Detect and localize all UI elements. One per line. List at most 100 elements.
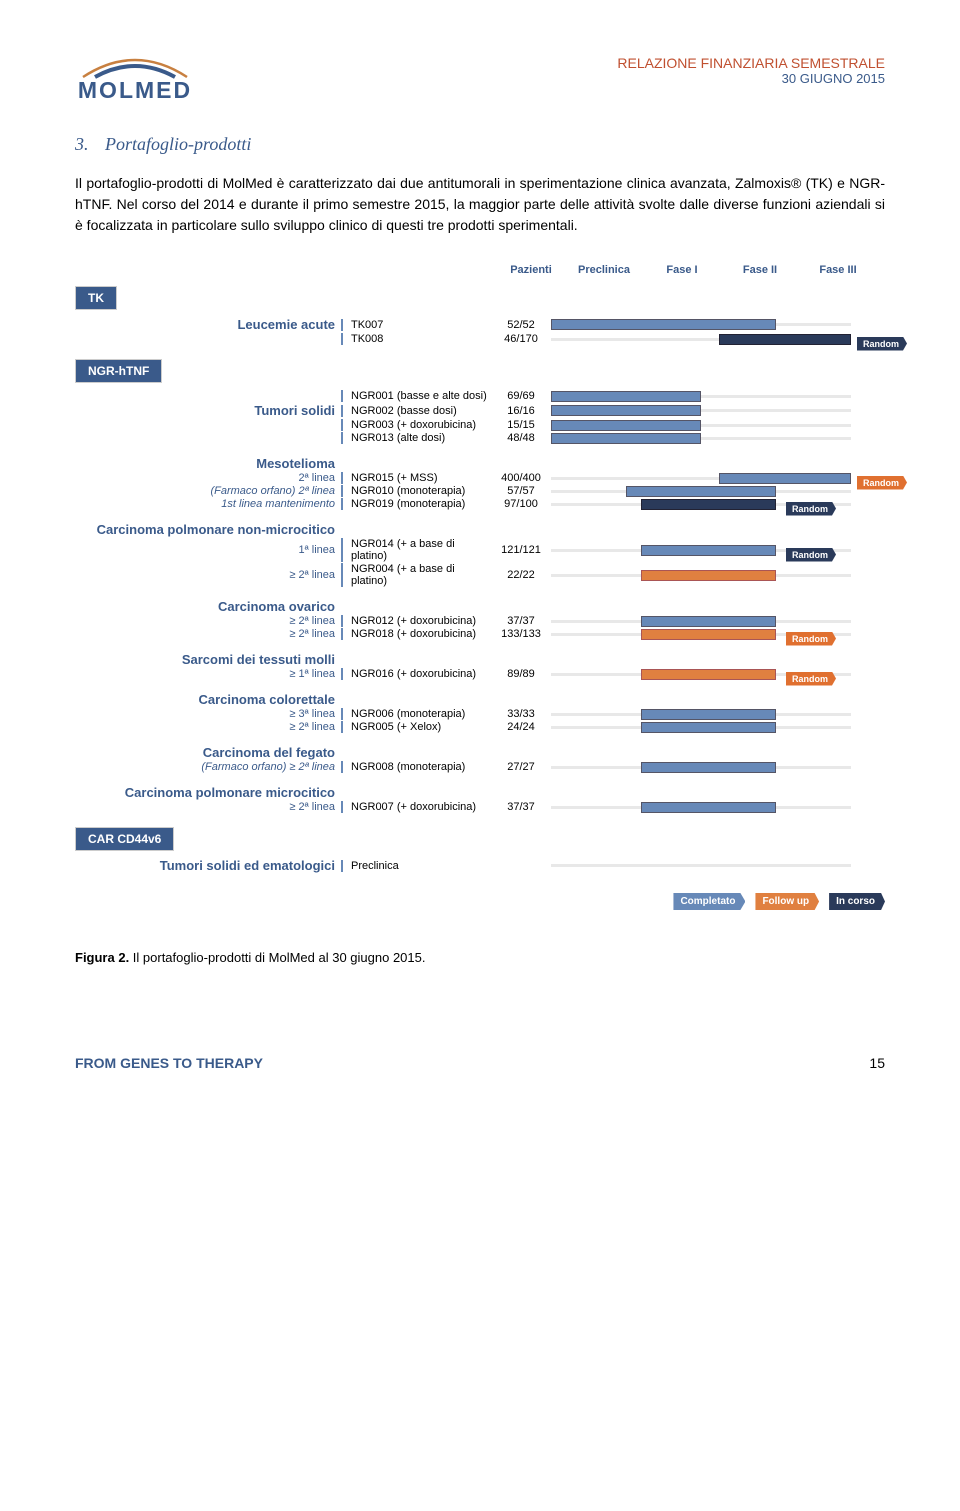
- trial-row: Tumori solidi NGR002 (basse dosi)16/16: [75, 403, 885, 418]
- phase-bars: [551, 766, 851, 769]
- trial-row: (Farmaco orfano) 2ª linea NGR010 (monoter…: [75, 485, 885, 497]
- phase-bars: Random: [551, 549, 851, 552]
- page-footer: FROM GENES TO THERAPY 15: [75, 1055, 885, 1071]
- legend-ongoing: In corso: [829, 893, 885, 910]
- trial-row: 1st linea mantenimento NGR019 (monoterapi…: [75, 498, 885, 510]
- trial-row: 1ª lineaNGR014 (+ a base di platino)121/…: [75, 538, 885, 562]
- phase-bar: [641, 802, 776, 813]
- phase-bar: [641, 545, 776, 556]
- phase-bars: [551, 713, 851, 716]
- patient-count: 37/37: [491, 615, 551, 627]
- product-tag: NGR-hTNF: [75, 359, 162, 383]
- figure-caption: Figura 2. Il portafoglio-prodotti di Mol…: [75, 950, 885, 965]
- patient-count: 97/100: [491, 498, 551, 510]
- caption-text: Il portafoglio-prodotti di MolMed al 30 …: [129, 950, 425, 965]
- sub-indication: ≥ 2ª linea: [75, 628, 335, 640]
- sub-indication: ≥ 3ª linea: [75, 708, 335, 720]
- indication-label: Carcinoma ovarico: [75, 599, 335, 614]
- page-header: MOLMED RELAZIONE FINANZIARIA SEMESTRALE …: [75, 55, 885, 104]
- trial-code: TK008: [341, 333, 491, 345]
- phase-bars: [551, 726, 851, 729]
- sub-indication: ≥ 2ª linea: [75, 721, 335, 733]
- logo-text: MOLMED: [78, 77, 192, 104]
- row-left: ≥ 2ª linea: [75, 569, 335, 581]
- trial-code: NGR014 (+ a base di platino): [341, 538, 491, 562]
- trial-code: NGR003 (+ doxorubicina): [341, 419, 491, 431]
- indication-label: Carcinoma colorettale: [75, 692, 335, 707]
- phase-bar: [641, 616, 776, 627]
- patient-count: 48/48: [491, 432, 551, 444]
- phase-bars: [551, 424, 851, 427]
- header-date: 30 GIUGNO 2015: [617, 71, 885, 86]
- phase-bar: [626, 486, 776, 497]
- col-preclinic: Preclinica: [569, 264, 639, 276]
- col-patients: Pazienti: [501, 264, 561, 276]
- pipeline-chart: Pazienti Preclinica Fase I Fase II Fase …: [75, 264, 885, 910]
- phase-bar: [551, 420, 701, 431]
- random-tag: Random: [786, 672, 836, 686]
- indication-group: Mesotelioma2ª lineaNGR015 (+ MSS)400/400…: [75, 456, 885, 510]
- indication-label: Carcinoma polmonare non-microcitico: [75, 522, 335, 537]
- indication-group: Carcinoma polmonare non-microcitico1ª li…: [75, 522, 885, 587]
- patient-count: 16/16: [491, 405, 551, 417]
- intro-paragraph: Il portafoglio-prodotti di MolMed è cara…: [75, 173, 885, 236]
- row-left: ≥ 1ª linea: [75, 668, 335, 680]
- patient-count: 46/170: [491, 333, 551, 345]
- trial-row: Leucemie acuteTK00752/52: [75, 317, 885, 332]
- trial-row: (Farmaco orfano) ≥ 2ª lineaNGR008 (monot…: [75, 761, 885, 773]
- row-left: 1st linea mantenimento: [75, 498, 335, 510]
- indication-group: NGR001 (basse e alte dosi)69/69Tumori so…: [75, 390, 885, 444]
- section-number: 3.: [75, 134, 89, 154]
- patient-count: 27/27: [491, 761, 551, 773]
- random-tag: Random: [786, 632, 836, 646]
- sub-indication: ≥ 1ª linea: [75, 668, 335, 680]
- header-doc-type: RELAZIONE FINANZIARIA SEMESTRALE: [617, 55, 885, 71]
- phase-bars: [551, 806, 851, 809]
- trial-code: TK007: [341, 319, 491, 331]
- trial-code: NGR007 (+ doxorubicina): [341, 801, 491, 813]
- row-left: Leucemie acute: [75, 317, 335, 332]
- indication-group: Carcinoma ovarico≥ 2ª lineaNGR012 (+ dox…: [75, 599, 885, 640]
- trial-code: NGR002 (basse dosi): [341, 405, 491, 417]
- row-left: Tumori solidi: [75, 403, 335, 418]
- row-left: ≥ 2ª linea: [75, 628, 335, 640]
- random-tag: Random: [786, 548, 836, 562]
- phase-bar: [641, 709, 776, 720]
- phase-bar: [641, 499, 776, 510]
- trial-row: TK00846/170Random: [75, 333, 885, 345]
- phase-bar: [719, 334, 851, 345]
- trial-row: NGR013 (alte dosi)48/48: [75, 432, 885, 444]
- random-tag: Random: [857, 337, 907, 351]
- random-tag: Random: [786, 502, 836, 516]
- legend-completed: Completato: [673, 893, 745, 910]
- patient-count: 57/57: [491, 485, 551, 497]
- phase-bars: [551, 574, 851, 577]
- row-left: ≥ 2ª linea: [75, 721, 335, 733]
- patient-count: 400/400: [491, 472, 551, 484]
- row-left: ≥ 2ª linea: [75, 615, 335, 627]
- phase-bar: [641, 570, 776, 581]
- patient-count: 37/37: [491, 801, 551, 813]
- patient-count: 33/33: [491, 708, 551, 720]
- product-ngr: NGR-hTNF NGR001 (basse e alte dosi)69/69T…: [75, 359, 885, 813]
- sub-indication: (Farmaco orfano) ≥ 2ª linea: [75, 761, 335, 773]
- trial-code: NGR006 (monoterapia): [341, 708, 491, 720]
- col-phase1: Fase I: [647, 264, 717, 276]
- row-left: (Farmaco orfano) 2ª linea: [75, 485, 335, 497]
- trial-code: NGR018 (+ doxorubicina): [341, 628, 491, 640]
- phase-bars: Random: [551, 338, 851, 341]
- row-left: (Farmaco orfano) ≥ 2ª linea: [75, 761, 335, 773]
- trial-code: NGR005 (+ Xelox): [341, 721, 491, 733]
- phase-bars: Random: [551, 503, 851, 506]
- trial-code: NGR010 (monoterapia): [341, 485, 491, 497]
- phase-bars: [551, 864, 851, 867]
- trial-code: NGR019 (monoterapia): [341, 498, 491, 510]
- legend-followup: Follow up: [755, 893, 819, 910]
- phase-bars: [551, 620, 851, 623]
- indication-label: Sarcomi dei tessuti molli: [75, 652, 335, 667]
- product-tag: TK: [75, 286, 117, 310]
- col-spacer: [75, 264, 335, 276]
- phase-bar: [641, 669, 776, 680]
- phase-bars: [551, 437, 851, 440]
- trial-row: ≥ 2ª lineaNGR004 (+ a base di platino)22…: [75, 563, 885, 587]
